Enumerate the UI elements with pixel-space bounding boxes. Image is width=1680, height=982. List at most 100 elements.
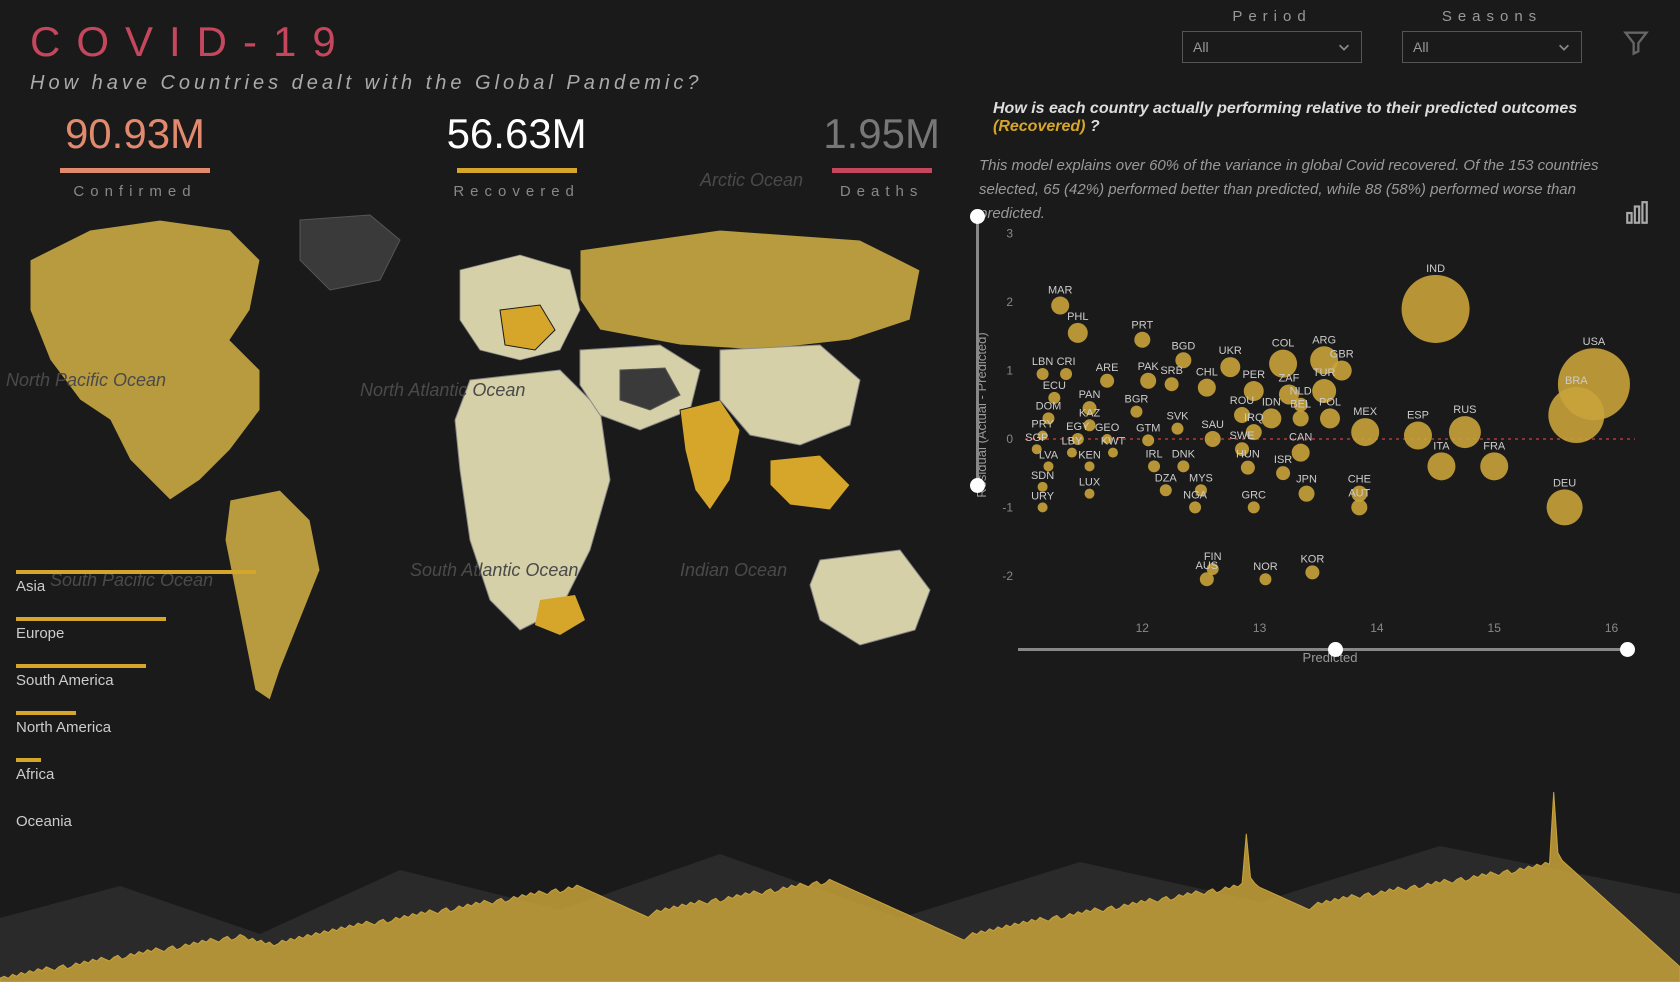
scatter-point[interactable] xyxy=(1067,448,1077,458)
scatter-point[interactable] xyxy=(1140,373,1156,389)
scatter-point[interactable] xyxy=(1427,452,1455,480)
map-russia[interactable] xyxy=(580,230,920,350)
continent-legend-item[interactable]: North America xyxy=(16,711,256,736)
svg-text:3: 3 xyxy=(1006,227,1013,241)
scatter-point[interactable] xyxy=(1177,460,1189,472)
scatter-point[interactable] xyxy=(1160,484,1172,496)
scatter-point[interactable] xyxy=(1299,486,1315,502)
scatter-point[interactable] xyxy=(1130,406,1142,418)
scatter-point-label: POL xyxy=(1319,396,1341,408)
scatter-point[interactable] xyxy=(1200,572,1214,586)
map-seasia[interactable] xyxy=(770,455,850,510)
map-china[interactable] xyxy=(720,345,860,445)
filter-icon[interactable] xyxy=(1622,28,1650,56)
scatter-point[interactable] xyxy=(1037,368,1049,380)
scatter-question: How is each country actually performing … xyxy=(975,100,1635,136)
scatter-point[interactable] xyxy=(1480,452,1508,480)
scatter-point-label: NGA xyxy=(1183,489,1208,501)
scatter-point[interactable] xyxy=(1241,461,1255,475)
kpi-deaths: 1.95M Deaths xyxy=(823,110,940,200)
scatter-point[interactable] xyxy=(1276,466,1290,480)
scatter-point[interactable] xyxy=(1108,448,1118,458)
continent-legend-label: Africa xyxy=(16,766,256,783)
scatter-point-label: IND xyxy=(1426,263,1445,275)
scatter-point[interactable] xyxy=(1100,374,1114,388)
continent-legend-item[interactable]: Africa xyxy=(16,758,256,783)
continent-legend-item[interactable]: Europe xyxy=(16,617,256,642)
scatter-point-label: LUX xyxy=(1079,477,1101,489)
scatter-point[interactable] xyxy=(1547,489,1583,525)
scatter-point[interactable] xyxy=(1165,377,1179,391)
scatter-point-label: BGR xyxy=(1125,394,1149,406)
scatter-point[interactable] xyxy=(1220,357,1240,377)
scatter-point[interactable] xyxy=(1198,379,1216,397)
scatter-point[interactable] xyxy=(1085,461,1095,471)
map-australia[interactable] xyxy=(810,550,930,645)
kpi-deaths-value: 1.95M xyxy=(823,110,940,158)
scatter-point-label: DOM xyxy=(1036,400,1062,412)
scatter-chart[interactable]: -2-101231213141516PredictedResidual (Act… xyxy=(970,210,1650,680)
scatter-point-label: MYS xyxy=(1189,472,1213,484)
scatter-point[interactable] xyxy=(1068,323,1088,343)
page-title: COVID-19 xyxy=(30,18,352,66)
scatter-point[interactable] xyxy=(1293,410,1309,426)
map-south-africa[interactable] xyxy=(535,595,585,635)
scatter-point[interactable] xyxy=(1259,573,1271,585)
scatter-point-label: ESP xyxy=(1407,410,1429,422)
scatter-point-label: EGY xyxy=(1066,421,1090,433)
scatter-point[interactable] xyxy=(1189,501,1201,513)
scatter-point[interactable] xyxy=(1351,499,1367,515)
continent-legend-item[interactable]: Asia xyxy=(16,570,256,595)
scatter-point-label: ZAF xyxy=(1279,372,1300,384)
map-greenland[interactable] xyxy=(300,215,400,290)
timeline-sparkline[interactable] xyxy=(0,782,1680,982)
scatter-point-label: MAR xyxy=(1048,285,1073,297)
continent-legend-item[interactable]: South America xyxy=(16,664,256,689)
scatter-point[interactable] xyxy=(1134,332,1150,348)
scatter-point-label: CAN xyxy=(1289,432,1312,444)
svg-text:15: 15 xyxy=(1488,621,1502,635)
scatter-point[interactable] xyxy=(1148,460,1160,472)
scatter-point-label: GRC xyxy=(1242,489,1267,501)
scatter-point[interactable] xyxy=(1548,387,1604,443)
scatter-point[interactable] xyxy=(1085,489,1095,499)
scatter-point[interactable] xyxy=(1142,434,1154,446)
scatter-point[interactable] xyxy=(1261,408,1281,428)
scatter-point[interactable] xyxy=(1351,418,1379,446)
scatter-point-label: GTM xyxy=(1136,422,1160,434)
scatter-point-label: PAN xyxy=(1079,389,1101,401)
scatter-y-range-slider[interactable] xyxy=(976,216,979,486)
scatter-point[interactable] xyxy=(1305,565,1319,579)
scatter-x-range-slider[interactable] xyxy=(1018,648,1628,651)
map-africa[interactable] xyxy=(455,370,610,630)
filter-period-label: Period xyxy=(1232,8,1311,25)
continent-legend-bar xyxy=(16,617,166,621)
scatter-point-label: UKR xyxy=(1219,345,1242,357)
scatter-point-label: USA xyxy=(1583,336,1606,348)
scatter-point-label: SVK xyxy=(1166,411,1189,423)
map-north-america[interactable] xyxy=(30,220,260,500)
scatter-point-label: PRT xyxy=(1131,320,1153,332)
kpi-recovered: 56.63M Recovered xyxy=(447,110,587,200)
filter-period-select[interactable]: All xyxy=(1182,31,1362,63)
scatter-point-label: SAU xyxy=(1201,419,1224,431)
scatter-point-label: BEL xyxy=(1290,398,1311,410)
scatter-point[interactable] xyxy=(1172,423,1184,435)
filter-seasons-select[interactable]: All xyxy=(1402,31,1582,63)
map-india[interactable] xyxy=(680,400,740,510)
scatter-point[interactable] xyxy=(1402,275,1470,343)
scatter-point-label: CHE xyxy=(1348,474,1371,486)
continent-legend-bar xyxy=(16,664,146,668)
scatter-point[interactable] xyxy=(1449,416,1481,448)
scatter-point[interactable] xyxy=(1060,368,1072,380)
scatter-point[interactable] xyxy=(1038,502,1048,512)
scatter-point-label: ARG xyxy=(1312,334,1336,346)
scatter-point[interactable] xyxy=(1292,444,1310,462)
scatter-point-label: SRB xyxy=(1160,365,1183,377)
scatter-point[interactable] xyxy=(1320,408,1340,428)
scatter-point[interactable] xyxy=(1404,422,1432,450)
scatter-point[interactable] xyxy=(1248,501,1260,513)
svg-text:0: 0 xyxy=(1006,432,1013,446)
scatter-point-label: TUR xyxy=(1313,367,1336,379)
scatter-point[interactable] xyxy=(1205,431,1221,447)
